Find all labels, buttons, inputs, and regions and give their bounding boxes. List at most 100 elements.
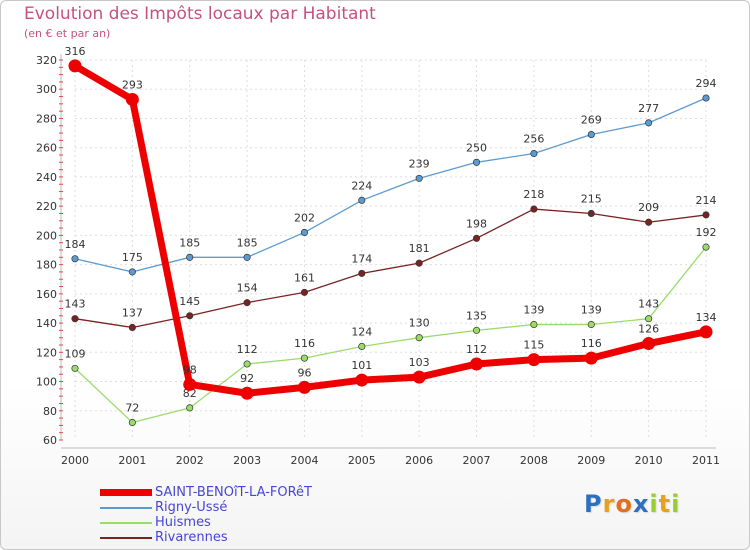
data-point-saint-beno-t-la-for-t [68,59,82,73]
data-label-huismes: 112 [237,343,258,356]
data-label-huismes: 116 [294,337,315,350]
series-line-rigny-uss- [74,97,707,273]
data-label-huismes: 130 [409,317,430,330]
chart-subtitle: (en € et par an) [24,27,111,40]
data-point-rivarennes [702,211,710,219]
data-point-rigny-uss- [702,94,710,102]
data-point-saint-beno-t-la-for-t [355,373,369,387]
y-tick-label: 160 [36,288,57,301]
data-label-huismes: 135 [466,309,487,322]
data-label-saint-beno-t-la-for-t: 116 [581,337,602,350]
data-point-huismes [645,315,653,323]
y-tick-label: 220 [36,200,57,213]
data-point-rigny-uss- [472,158,481,166]
data-label-rivarennes: 174 [351,252,372,265]
logo-letter: i [671,490,681,518]
data-point-rigny-uss- [186,253,194,261]
data-point-saint-beno-t-la-for-t [240,386,254,400]
x-tick-label: 2000 [61,454,89,467]
x-tick-label: 2011 [692,454,720,467]
x-tick-label: 2005 [348,454,376,467]
data-point-rivarennes [472,234,481,242]
y-tick-label: 320 [36,54,57,67]
data-point-huismes [300,354,309,362]
data-point-rivarennes [587,209,595,218]
data-point-rivarennes [530,205,538,213]
proxiti-logo: Proxiti [584,490,680,518]
data-point-saint-beno-t-la-for-t [470,357,484,371]
data-label-saint-beno-t-la-for-t: 96 [297,366,311,379]
data-label-huismes: 124 [351,325,372,338]
logo-letter: t [658,490,672,518]
data-label-rigny-uss-: 202 [294,211,315,224]
data-label-rivarennes: 198 [466,217,487,230]
data-label-saint-beno-t-la-for-t: 126 [638,323,659,336]
data-point-rigny-uss- [128,268,136,276]
series-line-rivarennes [74,208,707,329]
data-label-saint-beno-t-la-for-t: 134 [696,311,717,324]
legend-swatch-saint-benoit [100,489,152,496]
data-point-rivarennes [415,259,423,267]
data-point-huismes [71,364,79,372]
data-point-huismes [128,418,136,427]
data-label-rivarennes: 137 [122,306,143,319]
data-point-huismes [472,326,481,334]
logo-letter: P [584,490,603,518]
data-point-rigny-uss- [415,174,423,182]
data-label-saint-beno-t-la-for-t: 316 [65,45,86,58]
x-tick-label: 2009 [577,454,605,467]
data-point-rivarennes [71,315,79,323]
data-label-huismes: 82 [183,387,197,400]
data-point-huismes [587,320,595,329]
data-label-huismes: 192 [696,226,717,239]
data-label-huismes: 109 [65,347,86,360]
data-label-rigny-uss-: 175 [122,251,143,264]
y-tick-label: 240 [36,171,57,184]
chart-title: Evolution des Impôts locaux par Habitant [24,4,376,24]
data-point-saint-beno-t-la-for-t [527,353,541,367]
data-point-huismes [358,342,366,351]
data-point-rigny-uss- [71,255,79,263]
x-tick-label: 2010 [635,454,663,467]
data-label-rigny-uss-: 185 [179,236,200,249]
data-label-rivarennes: 154 [237,282,258,295]
data-point-saint-beno-t-la-for-t [297,380,311,394]
x-tick-label: 2007 [463,454,491,467]
data-point-rigny-uss- [645,119,653,127]
y-tick-label: 280 [36,112,57,125]
data-point-saint-beno-t-la-for-t [183,377,197,391]
data-label-saint-beno-t-la-for-t: 98 [183,363,197,376]
series-line-huismes [74,246,707,424]
data-label-saint-beno-t-la-for-t: 115 [523,339,544,352]
data-point-rigny-uss- [300,228,309,237]
data-point-rivarennes [645,218,653,226]
data-label-rigny-uss-: 239 [409,157,430,170]
data-label-huismes: 139 [581,304,602,317]
series-line-saint-beno-t-la-for-t [71,62,710,397]
data-label-saint-beno-t-la-for-t: 103 [409,356,430,369]
data-point-rigny-uss- [587,130,595,139]
logo-letter: o [615,490,633,518]
data-point-huismes [186,404,194,412]
data-point-rivarennes [128,323,136,332]
data-point-rigny-uss- [530,149,538,158]
data-label-saint-beno-t-la-for-t: 112 [466,343,487,356]
y-tick-label: 80 [43,405,57,418]
y-tick-label: 260 [36,142,57,155]
y-tick-label: 200 [36,229,57,242]
data-label-rivarennes: 161 [294,271,315,284]
data-point-huismes [243,360,251,368]
data-label-saint-beno-t-la-for-t: 101 [351,359,372,372]
data-point-rivarennes [243,299,251,307]
data-label-rigny-uss-: 184 [65,238,86,251]
data-label-rivarennes: 209 [638,201,659,214]
data-label-rivarennes: 145 [179,295,200,308]
legend-swatch-rigny-usse [100,507,152,509]
legend-label-rigny-usse: Rigny-Ussé [155,500,228,515]
data-label-rigny-uss-: 269 [581,114,602,127]
data-point-rivarennes [300,288,309,296]
logo-letter: x [632,490,650,518]
x-tick-label: 2002 [176,454,204,467]
y-tick-label: 60 [43,434,57,447]
